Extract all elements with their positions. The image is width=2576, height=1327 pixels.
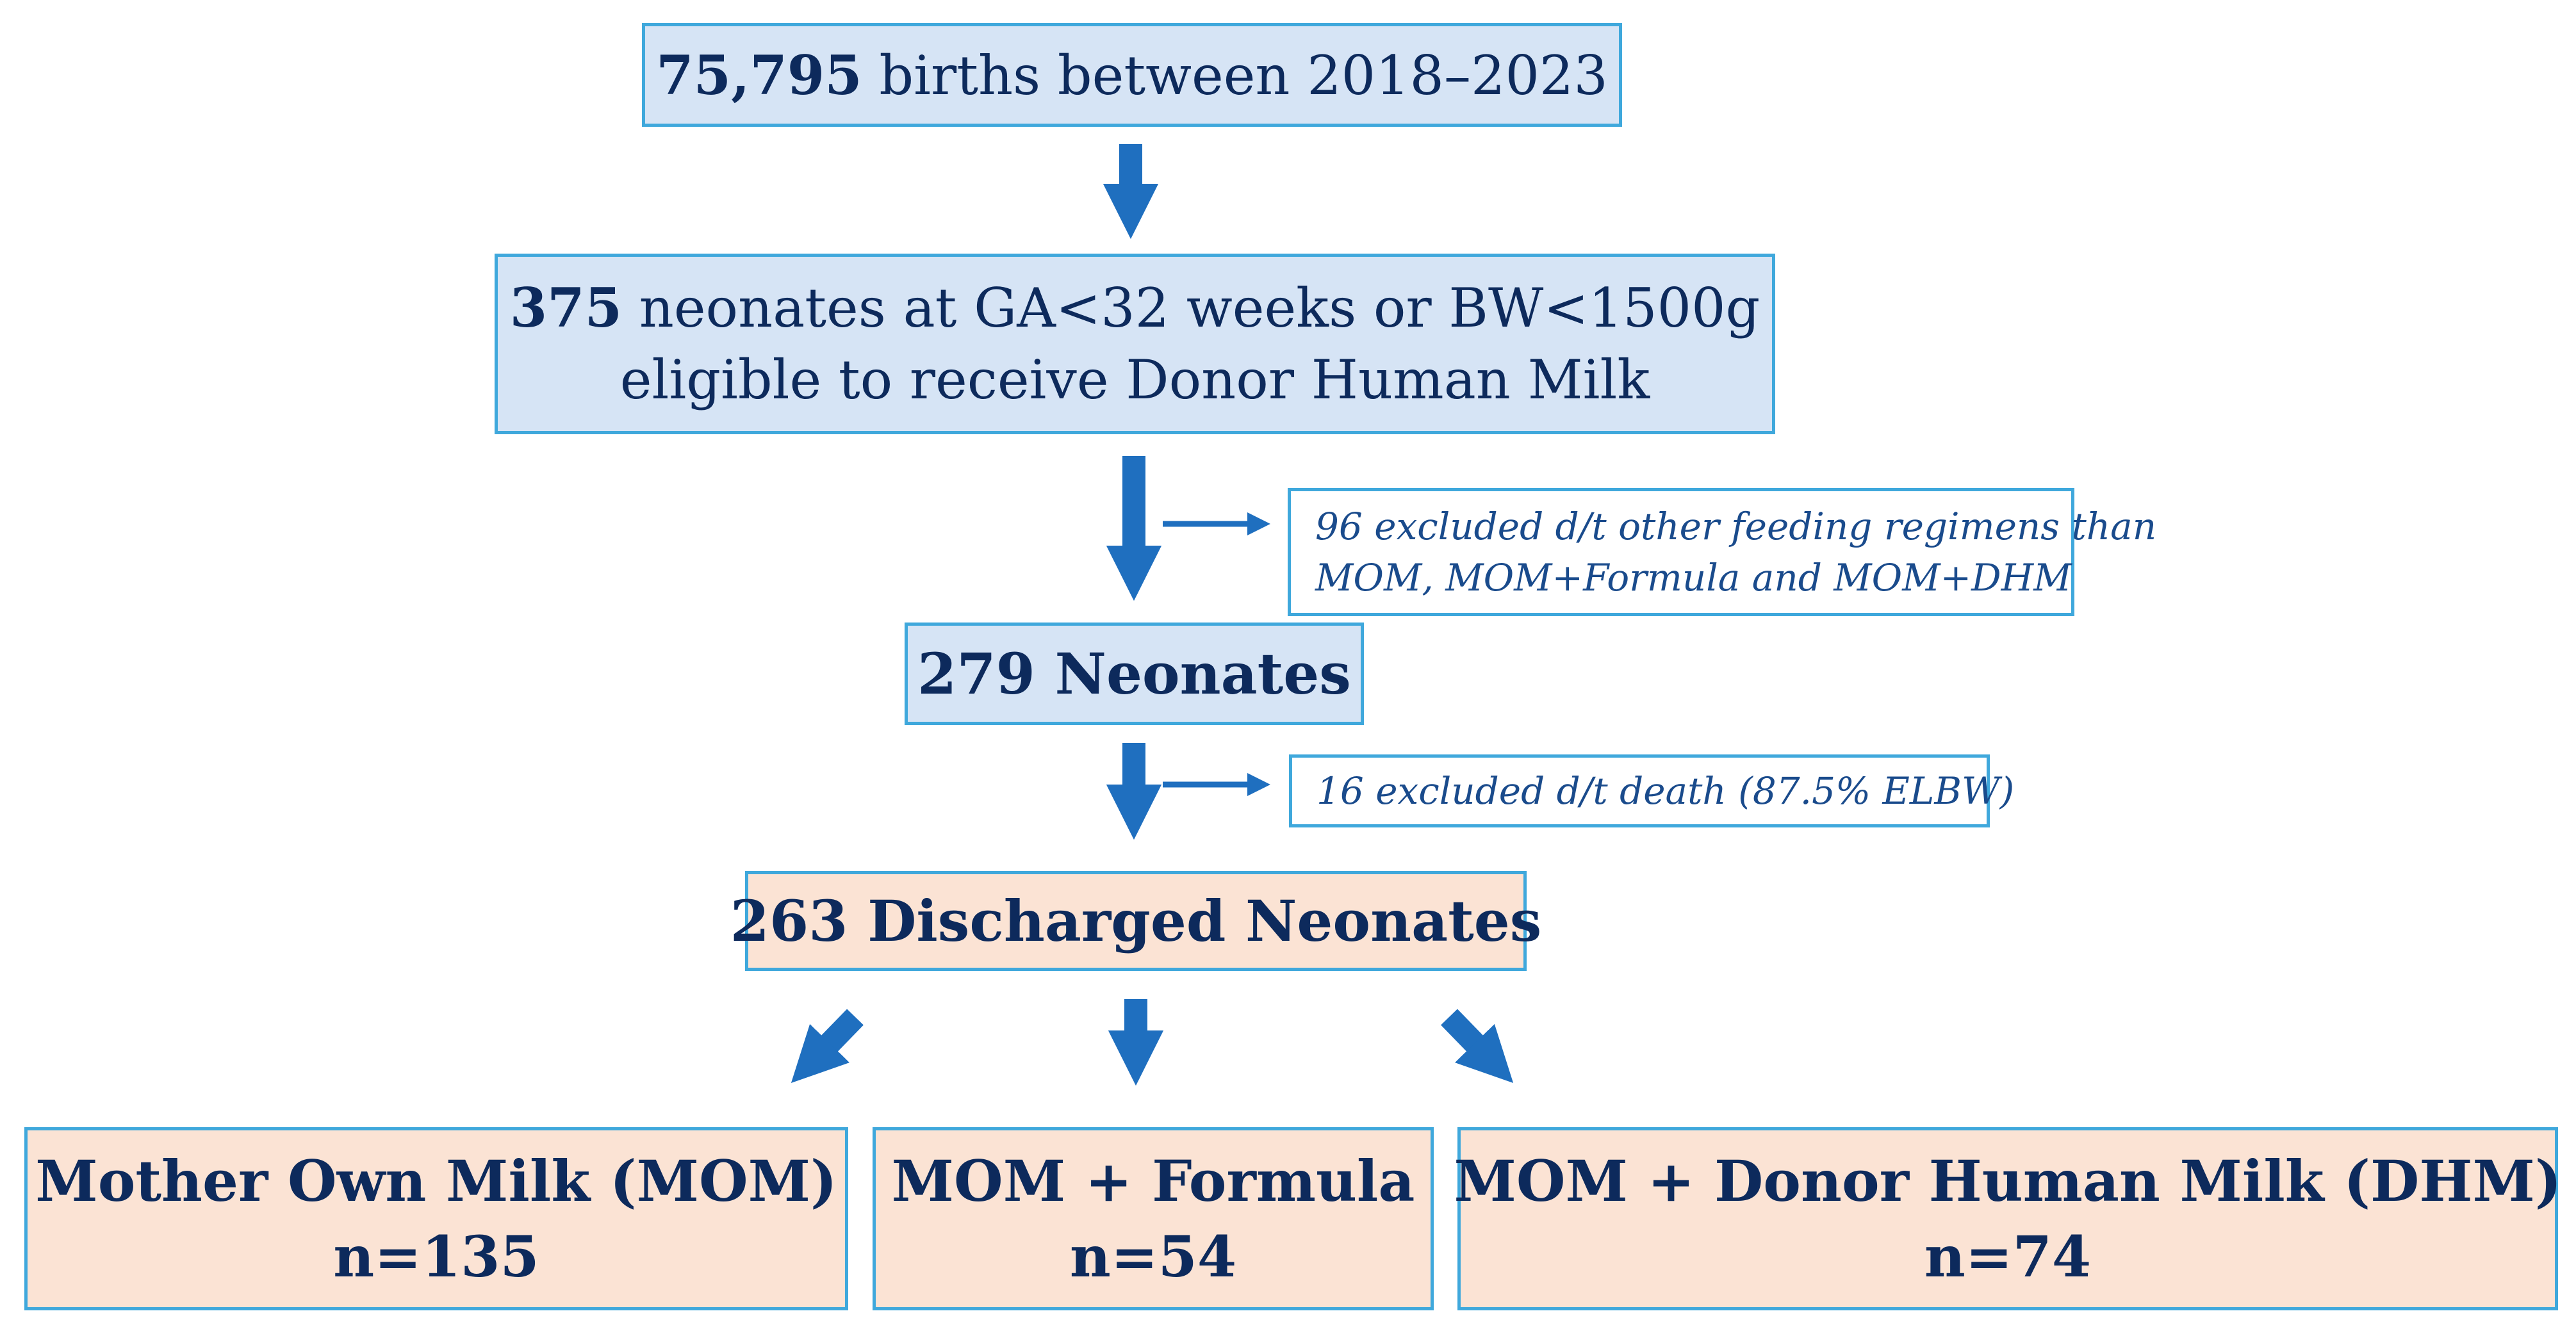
neonates-279-text: 279 Neonates xyxy=(917,640,1351,707)
exclusion-feeding-line-2: MOM, MOM+Formula and MOM+DHM xyxy=(1315,556,2072,599)
group-mom-box: Mother Own Milk (MOM) n=135 xyxy=(24,1127,848,1310)
group-dhm-label: MOM + Donor Human Milk (DHM) xyxy=(1454,1148,2562,1214)
eligible-criteria: neonates at GA<32 weeks or BW<1500g xyxy=(622,277,1760,339)
exclusion-feeding-line-1: 96 excluded d/t other feeding regimens t… xyxy=(1315,505,2157,548)
arrow-263-to-dhm xyxy=(1441,1009,1514,1083)
eligible-line-1: 375 neonates at GA<32 weeks or BW<1500g xyxy=(510,272,1760,344)
group-formula-box: MOM + Formula n=54 xyxy=(873,1127,1434,1310)
exclusion-death-text: 16 excluded d/t death (87.5% ELBW) xyxy=(1317,769,2015,813)
exclusion-feeding-note: 96 excluded d/t other feeding regimens t… xyxy=(1288,488,2156,616)
exclusion-death-note: 16 excluded d/t death (87.5% ELBW) xyxy=(1289,754,2014,827)
group-formula-n: n=54 xyxy=(1069,1223,1237,1290)
group-mom-n: n=135 xyxy=(333,1223,539,1290)
neonates-279-box: 279 Neonates xyxy=(905,623,1364,725)
discharged-box: 263 Discharged Neonates xyxy=(730,871,1541,971)
eligible-count: 375 xyxy=(509,276,623,339)
eligible-box: 375 neonates at GA<32 weeks or BW<1500g … xyxy=(495,254,1775,434)
group-formula-label: MOM + Formula xyxy=(891,1148,1415,1214)
group-mom-label: Mother Own Milk (MOM) xyxy=(35,1148,837,1214)
group-dhm-box: MOM + Donor Human Milk (DHM) n=74 xyxy=(1454,1127,2562,1310)
group-dhm-n: n=74 xyxy=(1924,1223,2092,1290)
births-label: births between 2018–2023 xyxy=(862,44,1608,107)
births-text: 75,795 births between 2018–2023 xyxy=(656,44,1608,107)
births-count: 75,795 xyxy=(656,43,862,107)
births-box: 75,795 births between 2018–2023 xyxy=(642,23,1622,127)
arrow-263-to-mom xyxy=(791,1009,864,1083)
discharged-text: 263 Discharged Neonates xyxy=(730,888,1542,954)
eligible-line-2: eligible to receive Donor Human Milk xyxy=(619,348,1650,411)
